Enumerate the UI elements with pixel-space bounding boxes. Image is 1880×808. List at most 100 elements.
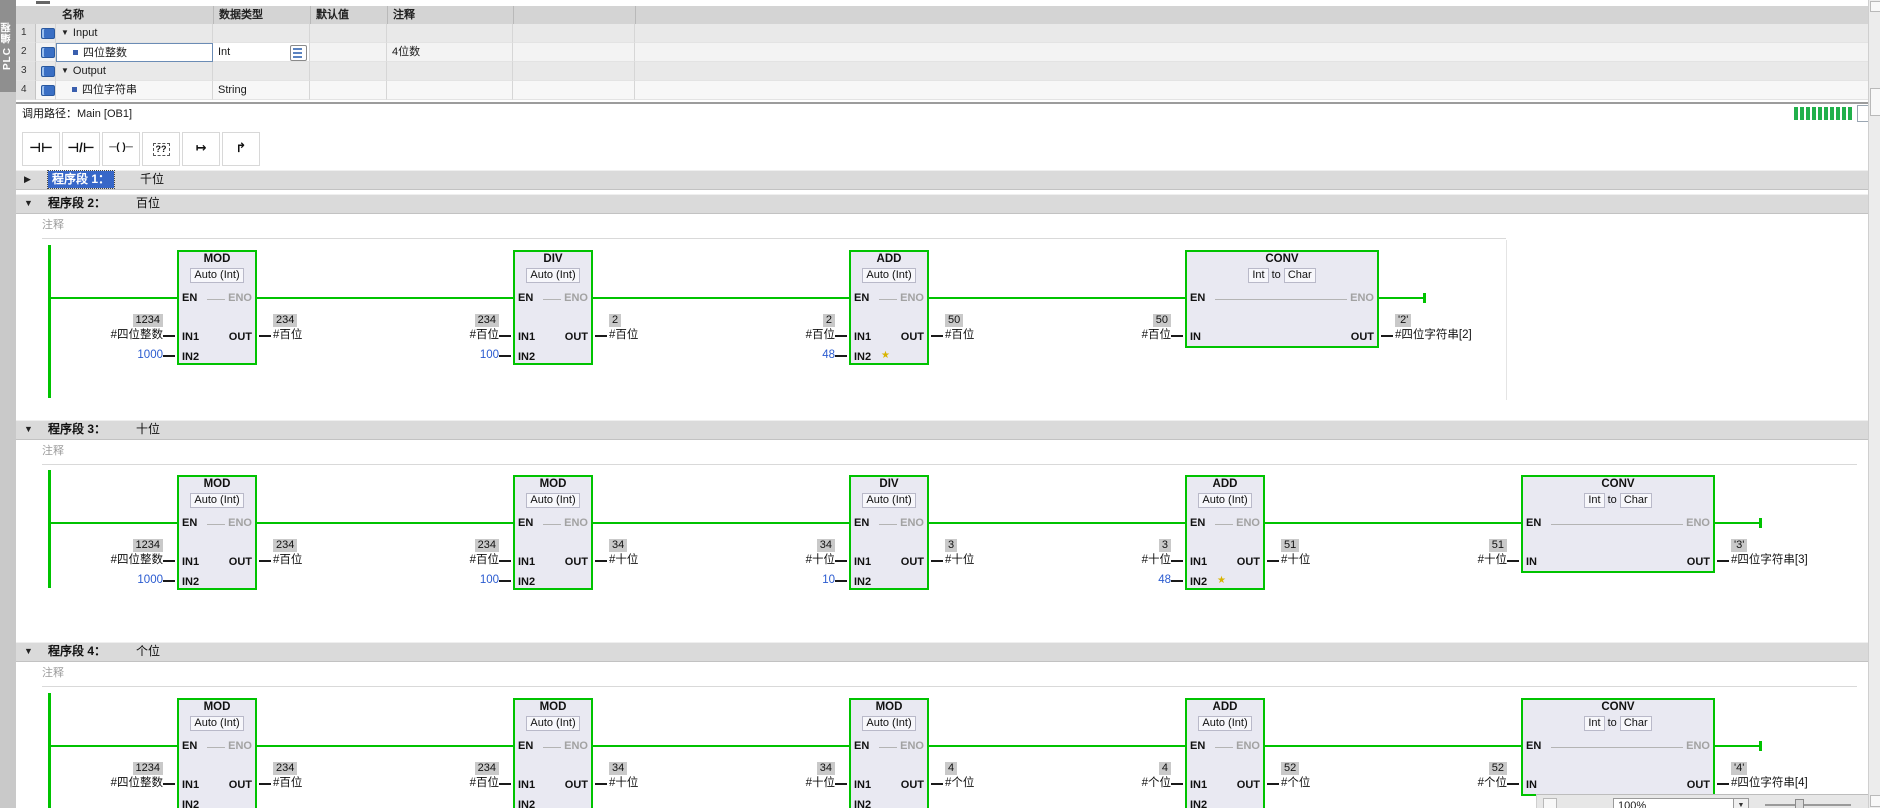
- expand-triangle-icon[interactable]: ▼: [24, 424, 33, 434]
- network-title[interactable]: 程序段 4：: [48, 644, 107, 658]
- block-mode-chip[interactable]: Auto (Int): [190, 268, 244, 283]
- operand-input[interactable]: 52 #个位: [1329, 762, 1507, 798]
- cell-comment[interactable]: 4位数: [387, 43, 513, 62]
- vertical-scrollbar[interactable]: [1868, 0, 1880, 808]
- network-comment[interactable]: 注释: [42, 667, 64, 679]
- conv-from-type[interactable]: Int: [1584, 716, 1605, 731]
- operand-output[interactable]: 234 #百位: [273, 539, 408, 575]
- conv-to-type[interactable]: Char: [1619, 493, 1652, 508]
- col-header-name[interactable]: 名称: [62, 9, 84, 21]
- operand-output[interactable]: 234 #百位: [273, 314, 408, 350]
- block-mode-chip[interactable]: Auto (Int): [526, 716, 580, 731]
- ladder-block-mod[interactable]: MOD Auto (Int) EN ENO IN1 OUT IN2: [177, 475, 257, 590]
- operand-output[interactable]: '3' #四位字符串[3]: [1731, 539, 1866, 575]
- plc-programming-tab[interactable]: PLC 编程: [0, 0, 16, 92]
- operand-constant[interactable]: 1000: [43, 574, 163, 587]
- block-mode-chip[interactable]: Auto (Int): [1198, 716, 1252, 731]
- cell-comment[interactable]: [387, 81, 513, 100]
- cell-datatype[interactable]: String: [213, 81, 310, 100]
- block-mode-chip[interactable]: Auto (Int): [1198, 493, 1252, 508]
- cell-default[interactable]: [310, 81, 387, 100]
- collapse-triangle-icon[interactable]: ▶: [24, 174, 31, 184]
- ladder-block-mod[interactable]: MOD Auto (Int) EN ENO IN1 OUT IN2: [849, 698, 929, 808]
- ladder-block-conv[interactable]: CONV Int to Char EN ENO IN OUT: [1521, 698, 1715, 796]
- block-mode-chip[interactable]: Auto (Int): [190, 493, 244, 508]
- operand-input[interactable]: 1234 #四位整数: [0, 314, 163, 350]
- block-mode-chip[interactable]: Auto (Int): [862, 716, 916, 731]
- operand-constant[interactable]: 100: [379, 574, 499, 587]
- conv-from-type[interactable]: Int: [1584, 493, 1605, 508]
- network-header-4[interactable]: ▼ 程序段 4： 个位: [16, 642, 1868, 662]
- conv-from-type[interactable]: Int: [1248, 268, 1269, 283]
- operand-input[interactable]: 234 #百位: [321, 762, 499, 798]
- operand-output[interactable]: 3 #十位: [945, 539, 1080, 575]
- ladder-block-conv[interactable]: CONV Int to Char EN ENO IN OUT: [1521, 475, 1715, 573]
- operand-constant[interactable]: 100: [379, 349, 499, 362]
- contact-open-button[interactable]: ⊣⊢: [22, 132, 60, 166]
- network-comment[interactable]: 注释: [42, 219, 64, 231]
- ladder-block-mod[interactable]: MOD Auto (Int) EN ENO IN1 OUT IN2: [513, 698, 593, 808]
- operand-output[interactable]: 234 #百位: [273, 762, 408, 798]
- cell-default[interactable]: [310, 62, 387, 81]
- ladder-block-mod[interactable]: MOD Auto (Int) EN ENO IN1 OUT IN2: [177, 698, 257, 808]
- operand-input[interactable]: 50 #百位: [993, 314, 1171, 350]
- operand-output[interactable]: 4 #个位: [945, 762, 1080, 798]
- conv-to-type[interactable]: Char: [1283, 268, 1316, 283]
- ladder-block-add[interactable]: ADD Auto (Int) EN ENO IN1 OUT IN2: [1185, 698, 1265, 808]
- empty-box-button[interactable]: ??: [142, 132, 180, 166]
- network-title[interactable]: 程序段 3：: [48, 422, 107, 436]
- scrollbar-thumb[interactable]: [1870, 88, 1880, 116]
- datatype-picker-button[interactable]: [290, 45, 307, 61]
- col-header-datatype[interactable]: 数据类型: [219, 9, 263, 21]
- network-subtitle[interactable]: 个位: [136, 644, 161, 658]
- operand-input[interactable]: 4 #个位: [993, 762, 1171, 798]
- operand-output[interactable]: 34 #十位: [609, 762, 744, 798]
- network-header-1[interactable]: ▶ 程序段 1： 千位: [16, 170, 1868, 190]
- operand-constant[interactable]: 10: [715, 574, 835, 587]
- network-subtitle[interactable]: 十位: [136, 422, 161, 436]
- network-subtitle[interactable]: 千位: [140, 172, 165, 186]
- insert-param-star-icon[interactable]: ★: [881, 350, 890, 361]
- network-comment[interactable]: 注释: [42, 445, 64, 457]
- operand-output[interactable]: '4' #四位字符串[4]: [1731, 762, 1866, 798]
- block-mode-chip[interactable]: Auto (Int): [526, 493, 580, 508]
- open-branch-button[interactable]: ↦: [182, 132, 220, 166]
- operand-constant[interactable]: 1000: [43, 349, 163, 362]
- cell-comment[interactable]: [387, 62, 513, 81]
- ladder-block-conv[interactable]: CONV Int to Char EN ENO IN OUT: [1185, 250, 1379, 348]
- block-mode-chip[interactable]: Auto (Int): [190, 716, 244, 731]
- operand-input[interactable]: 234 #百位: [321, 314, 499, 350]
- ladder-block-add[interactable]: ADD Auto (Int) EN ENO IN1 OUT IN2 ★: [1185, 475, 1265, 590]
- operand-input[interactable]: 234 #百位: [321, 539, 499, 575]
- conv-to-type[interactable]: Char: [1619, 716, 1652, 731]
- scroll-up-button[interactable]: [1870, 1, 1880, 12]
- expand-triangle-icon[interactable]: ▼: [24, 646, 33, 656]
- operand-input[interactable]: 51 #十位: [1329, 539, 1507, 575]
- zoom-slider-track[interactable]: [1765, 804, 1851, 806]
- cell-name[interactable]: 四位字符串: [56, 81, 213, 100]
- zoom-slider-thumb[interactable]: [1795, 799, 1804, 808]
- cell-comment[interactable]: [387, 24, 513, 43]
- ladder-block-add[interactable]: ADD Auto (Int) EN ENO IN1 OUT IN2 ★: [849, 250, 929, 365]
- network-title[interactable]: 程序段 1：: [46, 170, 116, 189]
- cell-datatype[interactable]: [213, 24, 310, 43]
- operand-input[interactable]: 1234 #四位整数: [0, 762, 163, 798]
- network-header-3[interactable]: ▼ 程序段 3： 十位: [16, 420, 1868, 440]
- cell-default[interactable]: [310, 24, 387, 43]
- coil-button[interactable]: ─( )─: [102, 132, 140, 166]
- ladder-block-mod[interactable]: MOD Auto (Int) EN ENO IN1 OUT IN2: [177, 250, 257, 365]
- zoom-level-select[interactable]: 100% ▼: [1613, 798, 1749, 808]
- operand-input[interactable]: 3 #十位: [993, 539, 1171, 575]
- ladder-block-div[interactable]: DIV Auto (Int) EN ENO IN1 OUT IN2: [513, 250, 593, 365]
- block-mode-chip[interactable]: Auto (Int): [526, 268, 580, 283]
- block-mode-chip[interactable]: Auto (Int): [862, 493, 916, 508]
- expand-triangle-icon[interactable]: ▼: [61, 66, 69, 76]
- cell-name[interactable]: ▼ Output: [56, 62, 213, 81]
- operand-constant[interactable]: 48: [1051, 574, 1171, 587]
- operand-input[interactable]: 1234 #四位整数: [0, 539, 163, 575]
- cell-name[interactable]: ▼ Input: [56, 24, 213, 43]
- operand-output[interactable]: 50 #百位: [945, 314, 1080, 350]
- operand-input[interactable]: 2 #百位: [657, 314, 835, 350]
- block-mode-chip[interactable]: Auto (Int): [862, 268, 916, 283]
- cell-default[interactable]: [310, 43, 387, 62]
